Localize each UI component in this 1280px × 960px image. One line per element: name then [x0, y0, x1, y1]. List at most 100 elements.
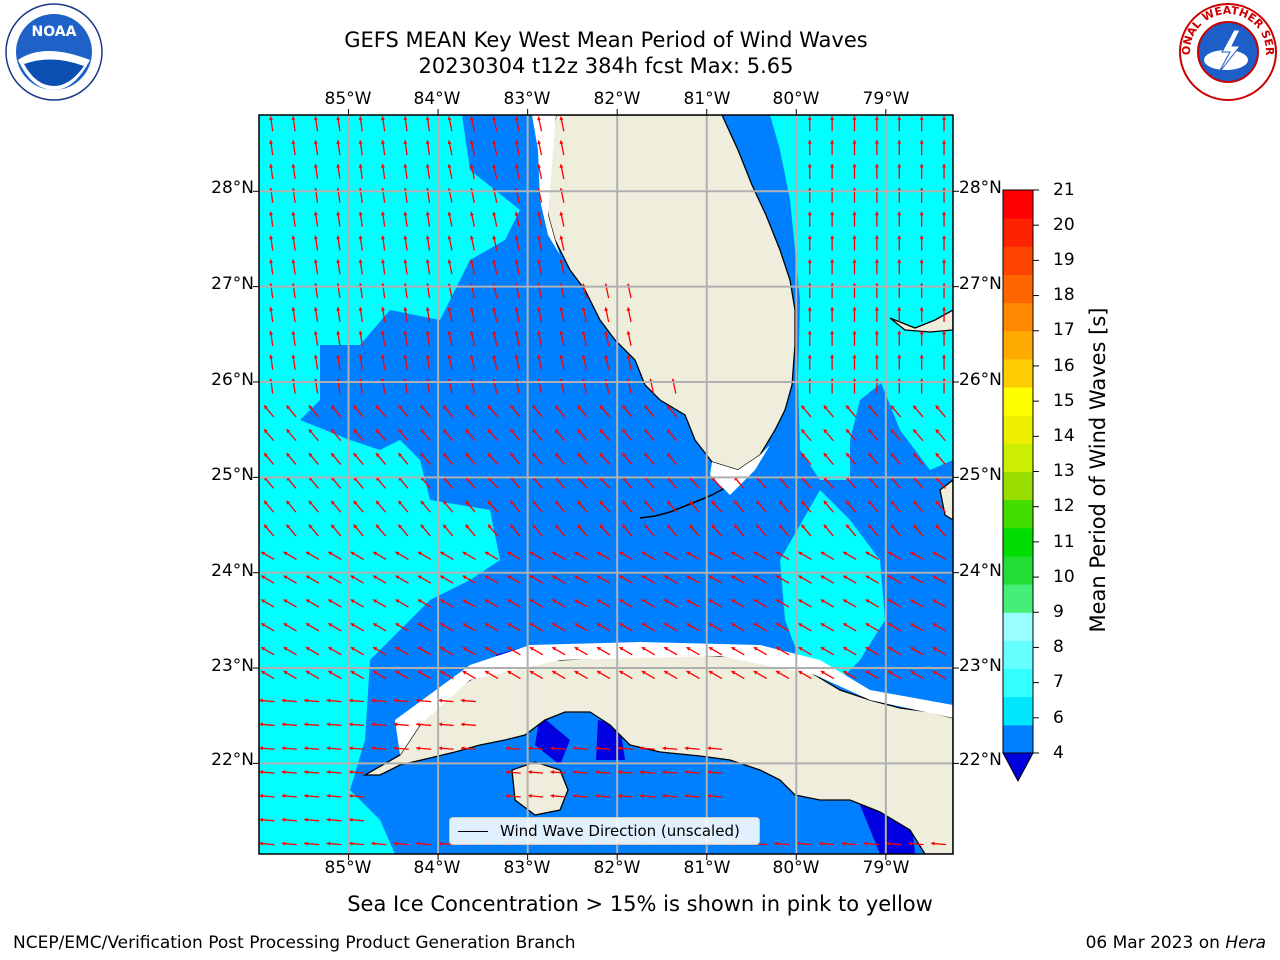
- wave-direction-arrowhead: [662, 770, 667, 775]
- wave-direction-arrowhead: [941, 211, 947, 216]
- wave-direction-arrowhead: [932, 647, 937, 651]
- wave-direction-arrowhead: [393, 746, 398, 751]
- wave-direction-arrowhead: [380, 307, 386, 311]
- wave-direction-arrowhead: [291, 259, 296, 264]
- colorbar: [1002, 189, 1039, 783]
- wave-direction-arrowhead: [313, 330, 318, 335]
- wave-direction-arrowhead: [555, 405, 559, 410]
- wave-direction-arrowhead: [403, 140, 408, 144]
- wave-direction-arrowhead: [555, 524, 559, 529]
- wave-direction-arrowhead: [328, 551, 333, 556]
- wave-direction-arrowhead: [528, 793, 532, 799]
- wave-direction-arrowhead: [731, 671, 736, 675]
- wave-direction-arrowhead: [447, 116, 452, 121]
- wave-direction-arrowhead: [820, 671, 825, 675]
- wave-direction-arrowhead: [619, 599, 624, 604]
- wave-direction-arrowhead: [888, 575, 893, 580]
- wave-direction-arrowhead: [537, 235, 542, 240]
- wave-direction-arrowhead: [373, 575, 378, 580]
- wave-direction-arrowhead: [259, 698, 264, 703]
- colorbar-tick-label: 4: [1053, 743, 1064, 763]
- wave-direction-arrowhead: [843, 575, 848, 580]
- wave-direction-arrowhead: [852, 116, 857, 120]
- lat-label-right: 26°N: [959, 370, 1002, 390]
- wave-direction-arrowhead: [846, 500, 850, 505]
- lat-label-left: 28°N: [211, 178, 254, 198]
- wave-direction-arrowhead: [559, 116, 564, 121]
- colorbar-tick-label: 12: [1053, 496, 1075, 516]
- wave-direction-arrowhead: [507, 623, 512, 627]
- wave-direction-arrowhead: [617, 770, 622, 775]
- wave-direction-arrowhead: [897, 235, 902, 239]
- wave-direction-arrowhead: [537, 307, 542, 312]
- wave-direction-arrowhead: [514, 331, 519, 335]
- wave-direction-arrowhead: [604, 307, 609, 312]
- wave-direction-arrowhead: [888, 623, 893, 627]
- wave-direction-arrowhead: [865, 551, 870, 556]
- wave-direction-arrowhead: [336, 330, 341, 335]
- wave-direction-arrowhead: [559, 354, 564, 359]
- wave-direction-arrowhead: [281, 817, 286, 822]
- wave-direction-arrowhead: [529, 647, 534, 651]
- wave-direction-arrowhead: [865, 599, 870, 604]
- wave-direction-arrowhead: [731, 623, 736, 627]
- wave-direction-arrowhead: [485, 599, 490, 604]
- wave-direction-arrowhead: [868, 405, 873, 410]
- wave-direction-arrowhead: [798, 623, 803, 627]
- wave-direction-arrowhead: [313, 140, 318, 144]
- wave-direction-arrowhead: [326, 698, 331, 703]
- wave-direction-arrowhead: [304, 841, 308, 846]
- lat-label-right: 22°N: [959, 750, 1002, 770]
- wave-direction-arrowhead: [443, 500, 447, 505]
- wave-direction-arrowhead: [711, 500, 716, 505]
- wave-direction-arrowhead: [373, 623, 378, 627]
- wave-direction-arrowhead: [852, 354, 857, 359]
- wave-direction-arrowhead: [890, 524, 895, 529]
- wave-direction-arrowhead: [465, 524, 470, 529]
- wave-direction-arrowhead: [753, 671, 758, 675]
- wave-direction-arrowhead: [420, 453, 425, 458]
- wave-direction-arrowhead: [689, 524, 694, 529]
- wave-direction-arrowhead: [686, 599, 691, 604]
- wave-direction-arrowhead: [304, 770, 308, 775]
- wave-direction-arrowhead: [913, 405, 918, 410]
- wave-direction-arrowhead: [537, 140, 542, 145]
- wave-direction-arrowhead: [259, 746, 264, 751]
- wave-direction-arrowhead: [485, 647, 490, 651]
- wave-direction-arrowhead: [487, 500, 492, 505]
- colorbar-tick-label: 21: [1053, 180, 1075, 200]
- wave-direction-arrowhead: [798, 551, 803, 556]
- wave-direction-arrowhead: [443, 453, 447, 458]
- wave-direction-arrowhead: [291, 211, 296, 216]
- colorbar-segment: [1003, 387, 1033, 416]
- wave-direction-arrowhead: [358, 307, 363, 311]
- colorbar-segment: [1003, 640, 1033, 670]
- wave-direction-arrowhead: [552, 575, 557, 580]
- wave-direction-arrowhead: [776, 647, 781, 651]
- wave-direction-arrowhead: [286, 429, 291, 434]
- wave-direction-arrowhead: [376, 453, 380, 458]
- wave-direction-arrowhead: [514, 354, 519, 359]
- wave-direction-arrowhead: [371, 841, 376, 846]
- wave-direction-arrowhead: [913, 500, 918, 505]
- wave-direction-arrowhead: [358, 164, 363, 168]
- wave-direction-arrowhead: [684, 770, 689, 775]
- wave-direction-arrowhead: [398, 500, 403, 505]
- wave-direction-arrowhead: [865, 623, 870, 627]
- wave-direction-arrowhead: [555, 453, 559, 458]
- wave-direction-arrowhead: [572, 793, 577, 799]
- lon-label-bottom: 80°W: [772, 858, 820, 878]
- wave-direction-arrowhead: [358, 140, 363, 144]
- wave-direction-arrowhead: [807, 235, 812, 239]
- wave-direction-arrowhead: [492, 211, 497, 216]
- wave-direction-arrowhead: [291, 354, 296, 359]
- wave-direction-arrowhead: [304, 817, 308, 822]
- wave-direction-arrowhead: [403, 330, 408, 335]
- wave-direction-arrowhead: [843, 599, 848, 604]
- wave-direction-arrowhead: [820, 647, 825, 651]
- wave-direction-arrowhead: [604, 331, 609, 335]
- colorbar-segment: [1003, 358, 1033, 388]
- wave-direction-arrowhead: [376, 500, 380, 505]
- wave-direction-arrowhead: [711, 524, 716, 529]
- wave-direction-arrowhead: [619, 575, 624, 580]
